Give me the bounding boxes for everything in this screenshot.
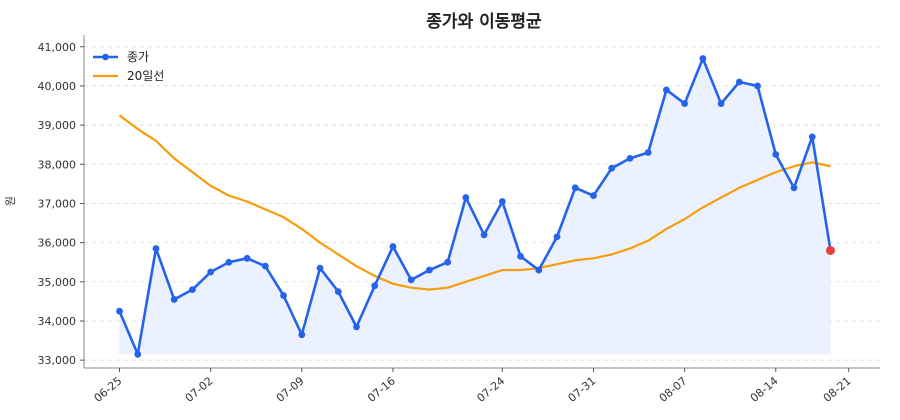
legend: 종가 20일선 [93, 50, 164, 83]
x-tick-label: 08-14 [748, 374, 781, 405]
close-point [735, 78, 743, 86]
close-point [608, 164, 616, 172]
x-tick-label: 07-31 [566, 374, 599, 405]
close-point [590, 192, 597, 200]
x-tick-label: 07-09 [274, 374, 307, 405]
x-tick-label: 08-21 [821, 374, 854, 405]
x-tick-label: 08-07 [657, 374, 690, 405]
close-area-fill [119, 58, 831, 355]
legend-marker-close [102, 53, 109, 61]
x-tick-label: 06-25 [92, 374, 125, 405]
y-tick-label: 36,000 [38, 237, 77, 250]
close-point [316, 264, 324, 272]
y-tick-label: 33,000 [38, 354, 77, 367]
close-point [717, 100, 725, 107]
close-point [571, 184, 579, 192]
close-point [170, 296, 178, 303]
close-point [371, 282, 379, 290]
series-line-20ma [118, 114, 831, 291]
y-tick-label: 38,000 [38, 158, 77, 171]
y-axis-ticks: 33,000 34,000 35,000 36,000 37,000 38,000 39,0… [38, 41, 84, 367]
chart-title: 종가와 이동평균 [426, 12, 542, 32]
close-point [626, 155, 634, 162]
y-tick-label: 35,000 [38, 276, 77, 289]
y-tick-label: 40,000 [38, 80, 77, 93]
axes [83, 35, 880, 369]
close-point [225, 258, 233, 266]
x-tick-label: 07-24 [474, 374, 507, 405]
close-point [535, 266, 543, 274]
series-line-close [118, 57, 832, 356]
y-tick-label: 39,000 [38, 119, 77, 132]
close-point [134, 350, 142, 358]
close-point [553, 233, 561, 241]
close-point [189, 286, 196, 294]
close-point [407, 276, 415, 284]
close-point [280, 292, 287, 299]
y-axis-label: 원 [4, 196, 17, 206]
close-point [243, 254, 251, 262]
close-point [426, 266, 433, 274]
close-point [207, 268, 215, 276]
close-point [772, 151, 780, 158]
x-tick-label: 07-16 [365, 374, 398, 405]
close-point [480, 231, 488, 239]
y-tick-label: 34,000 [38, 315, 77, 328]
last-point-marker [825, 245, 835, 255]
close-point [644, 149, 652, 156]
legend-label-close: 종가 [127, 50, 149, 64]
close-point [754, 82, 761, 90]
close-point [498, 198, 506, 205]
legend-label-20ma: 20일선 [127, 69, 164, 83]
close-point [663, 86, 670, 94]
close-point [699, 55, 707, 62]
y-tick-label: 41,000 [38, 41, 77, 54]
close-point [334, 288, 342, 296]
y-tick-label: 37,000 [38, 197, 77, 210]
close-point [298, 331, 306, 339]
close-point [444, 258, 452, 266]
close-point [462, 194, 470, 201]
close-point [261, 262, 269, 270]
close-point [389, 243, 397, 250]
x-tick-label: 07-02 [183, 374, 216, 405]
close-point [116, 307, 123, 315]
close-point [152, 245, 160, 252]
close-point [681, 100, 689, 107]
close-point [808, 133, 816, 141]
x-axis-ticks: 06-25 07-02 07-09 07-16 07-24 07-31 08-07 08-14… [92, 368, 854, 405]
close-point [353, 323, 360, 331]
close-point [790, 184, 798, 192]
close-point [517, 252, 524, 260]
plot-area [116, 55, 835, 358]
